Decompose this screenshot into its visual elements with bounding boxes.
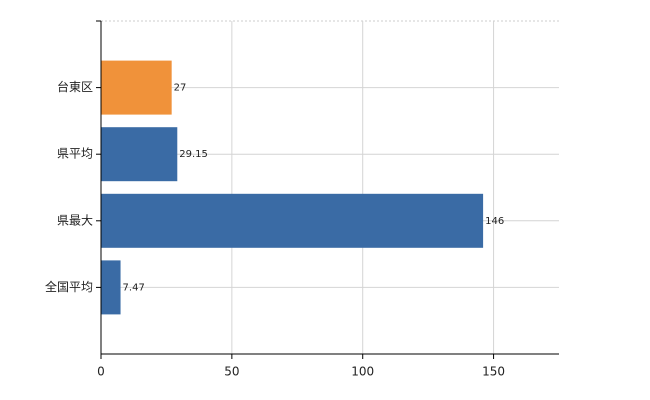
value-label: 29.15 [179, 149, 208, 160]
value-label: 7.47 [123, 282, 145, 293]
bar [101, 260, 121, 315]
y-tick-label: 県最大 [57, 213, 93, 227]
value-label: 27 [174, 83, 187, 94]
bar [101, 127, 178, 182]
x-tick-label: 100 [351, 365, 374, 379]
y-tick-label: 全国平均 [45, 279, 93, 294]
x-tick-label: 50 [224, 365, 239, 379]
y-tick-label: 台東区 [57, 79, 93, 94]
bar [101, 60, 172, 115]
y-tick-label: 県平均 [57, 147, 93, 161]
value-label: 146 [485, 216, 504, 227]
bar [101, 193, 484, 248]
x-tick-label: 0 [97, 365, 105, 379]
x-tick-label: 150 [482, 365, 505, 379]
